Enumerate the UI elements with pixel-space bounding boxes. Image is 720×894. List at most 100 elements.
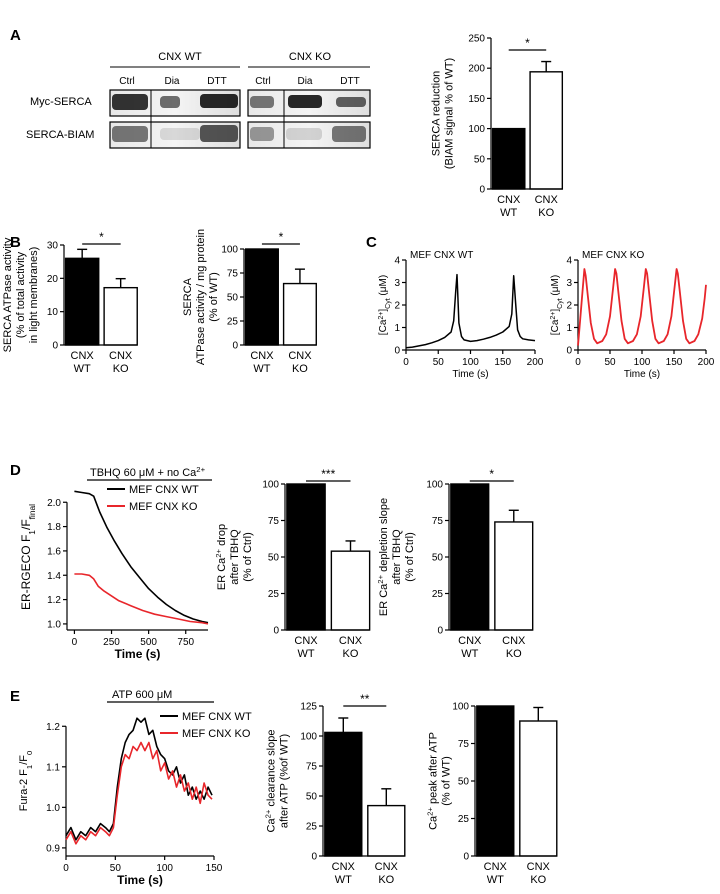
panel-label-d: D [10,462,21,479]
bar-ko [103,286,138,346]
C_wt-x-label: Time (s) [452,369,488,380]
E_bar1-y-tick-label: 25 [306,822,318,833]
C_wt-y-tick-label: 1 [394,323,400,334]
blot-band [200,94,238,108]
C_wt-y-tick-label: 0 [394,346,400,357]
D_bar1-y-tick-label: 25 [268,589,280,600]
blot-band [250,96,274,108]
C_ko-y-tick-label: 2 [566,301,572,312]
blot-group-label-ko: CNX KO [289,51,332,63]
line-chart-C_ko: 0 1 2 3 4 0 50 100 150 200 Time (s) [Ca2+]Cyt (μM) M… [550,250,715,380]
blot-band [200,125,238,142]
E_bar1-y-tick-label: 100 [300,732,317,743]
blot-band [336,97,366,107]
D_bar1-y-label-line: (% of Ctrl) [242,532,254,582]
text-run: F [18,755,30,762]
text-run: after ATP (%of WT) [279,734,291,828]
B_bar1-y-tick-label: 10 [47,307,59,318]
B_bar2-y-label: SERCA [182,277,194,316]
blot-band [288,95,322,108]
D_bar1-y-label: (% of Ctrl) [242,532,254,582]
text-run: Ca [378,583,390,598]
category-label: CNX [535,194,559,206]
category-label: WT [253,363,270,375]
D_bar1-y-label: after TBHQ [229,529,241,585]
text-run: Fura-2 [18,776,30,811]
A_bar-y-label: SERCA reduction [431,71,443,157]
E_bar2-y-tick-label: 50 [458,777,470,788]
category-label: CNX [109,350,133,362]
E_bar2-y-tick-label: 25 [458,814,470,825]
C_ko-y-label-line: [Ca2+]Cyt (μM) [550,275,564,335]
bar-wt [476,705,515,857]
text-run: after TBHQ [391,529,403,585]
B_bar2-y-label-line: SERCA [182,277,194,316]
text-run: [ [550,332,561,335]
A_bar-y-label-line: SERCA reduction [431,71,443,157]
D_trace-x-tick-label: 500 [140,637,157,648]
A_bar-y-tick-label: 50 [474,154,486,165]
text-run: clearance slope [266,730,278,810]
text-run: ATPase activity / mg protein [195,229,207,365]
B_bar2-y-label-line: ATPase activity / mg protein [195,229,207,365]
category-label: WT [461,648,478,660]
text-run: drop [216,524,228,549]
text-run: after TBHQ [229,529,241,585]
E_trace-y-tick-label: 1.1 [46,762,60,773]
C_wt-y-label: [Ca2+]Cyt (μM) [378,275,392,335]
text-run: (% of WT) [208,272,220,322]
category-label: KO [506,648,522,660]
panel-label-e: E [10,688,20,705]
text-run: / [19,526,33,530]
blot-band [250,127,274,141]
category-label: CNX [375,861,399,873]
B_bar1-y-label-line: (% of total activity [15,251,27,338]
blot-lane-label: DTT [340,76,359,87]
legend-label: MEF CNX WT [129,484,199,496]
C_ko-x-tick-label: 150 [666,357,683,368]
text-run: F [18,769,30,776]
legend-label: MEF CNX KO [129,501,198,513]
bar-ko [494,521,534,631]
text-run: SERCA reduction [431,71,443,157]
text-run: depletion slope [378,498,390,575]
D_bar1-y-tick-label: 50 [268,553,280,564]
category-label: KO [538,207,554,219]
text-run: 2+ [196,465,205,474]
western-blot: CNX WT CNX KO Ctrl Dia DTT Ctrl Dia DTT Myc-S… [26,51,371,149]
category-label: KO [113,363,129,375]
E_bar1-y-label: Ca2+ clearance slope [263,730,278,833]
D_bar2-y-tick-label: 50 [432,553,444,564]
category-label: CNX [497,194,521,206]
blot-lane-label: Dia [164,76,179,87]
text-run: 2+ [214,548,223,557]
D_bar2-y-label-line: (% of Ctrl) [404,532,416,582]
bar-wt [286,483,326,631]
C_ko-x-tick-label: 50 [604,357,616,368]
significance-marker: * [525,36,530,50]
E_bar2-y-label: Ca2+ peak after ATP [425,732,440,830]
A_bar-y-tick-label: 150 [468,94,485,105]
C_ko-y-tick-label: 3 [566,278,572,289]
blot-row-label-myc: Myc-SERCA [30,96,92,108]
E_bar1-y-tick-label: 125 [300,702,317,713]
D_bar2-y-tick-label: 75 [432,516,444,527]
category-label: CNX [71,350,95,362]
category-label: WT [74,363,91,375]
text-run: ATP 600 μM [112,689,172,701]
D_bar1-y-tick-label: 75 [268,516,280,527]
text-run: Ca [378,319,389,332]
category-label: CNX [250,350,274,362]
category-label: KO [378,874,394,886]
C_wt-x-tick-label: 200 [527,357,544,368]
C_wt-x-tick-label: 50 [433,357,445,368]
category-label: KO [530,874,546,886]
B_bar2-y-label-line: (% of WT) [208,272,220,322]
C_wt-y-tick-label: 3 [394,278,400,289]
category-label: WT [335,874,352,886]
bar-wt [491,127,526,190]
category-label: KO [343,648,359,660]
bar-ko [529,71,564,190]
blot-lane-label: DTT [207,76,226,87]
